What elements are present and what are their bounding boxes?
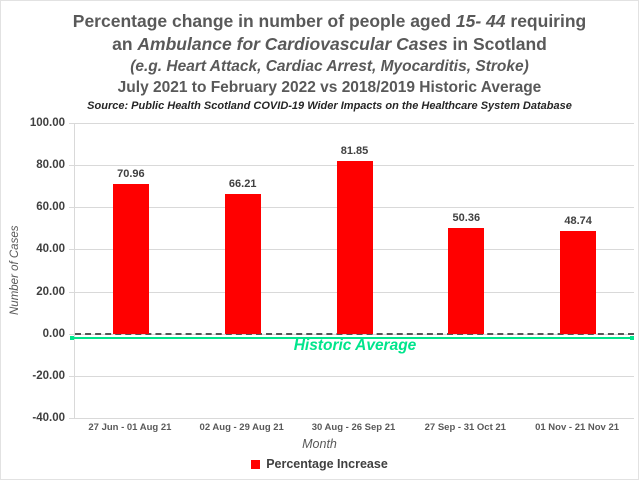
title-line-2-italic: Ambulance for Cardiovascular Cases xyxy=(137,34,448,54)
legend-swatch xyxy=(251,459,261,469)
bar-value-label: 48.74 xyxy=(564,215,592,227)
y-tick-label: 60.00 xyxy=(36,201,65,214)
y-tick-label: 0.00 xyxy=(42,327,65,340)
bar xyxy=(560,231,597,334)
zero-line xyxy=(75,332,634,335)
legend-label: Percentage Increase xyxy=(266,457,388,471)
y-tick-label: 40.00 xyxy=(36,243,65,256)
gridline xyxy=(69,418,634,419)
x-tick-label: 30 Aug - 26 Sep 21 xyxy=(311,422,396,433)
title-line-1-post: requiring xyxy=(505,11,587,31)
bar xyxy=(112,184,149,334)
y-tick-label: -20.00 xyxy=(32,369,65,382)
chart-title-line-2: an Ambulance for Cardiovascular Cases in… xyxy=(25,33,634,56)
title-line-2-pre: an xyxy=(112,34,138,54)
x-tick-label: 02 Aug - 29 Aug 21 xyxy=(199,422,284,433)
y-tick-label: -40.00 xyxy=(32,412,65,424)
plot-area: Historic Average 70.96 66.21 81.85 50.36 48.… xyxy=(69,123,634,419)
y-tick-label: 80.00 xyxy=(36,159,65,172)
bar-value-label: 81.85 xyxy=(340,145,369,158)
bar-value-label: 66.21 xyxy=(228,178,257,191)
x-tick-label: 27 Jun - 01 Aug 21 xyxy=(88,422,172,433)
title-line-2-post: in Scotland xyxy=(447,34,547,54)
title-line-1-pre: Percentage change in number of people ag… xyxy=(72,11,456,31)
historic-average-line xyxy=(70,335,634,340)
x-axis-title: Month xyxy=(302,437,337,451)
chart-title-line-4: July 2021 to February 2022 vs 2018/2019 … xyxy=(117,79,542,96)
x-tick-label: 27 Sep - 31 Oct 21 xyxy=(424,422,506,433)
chart-title-line-3: (e.g. Heart Attack, Cardiac Arrest, Myoc… xyxy=(130,58,529,75)
x-tick-layer: 27 Jun - 01 Aug 21 02 Aug - 29 Aug 21 30 A… xyxy=(74,422,633,435)
chart-title-block: Percentage change in number of people ag… xyxy=(25,10,634,114)
legend: Percentage Increase xyxy=(1,456,638,472)
chart-source: Source: Public Health Scotland COVID-19 … xyxy=(87,100,572,112)
y-tick-label: 100.00 xyxy=(29,117,65,129)
chart-title-line-1: Percentage change in number of people ag… xyxy=(25,10,634,33)
gridline xyxy=(69,375,634,377)
bar xyxy=(448,227,485,334)
x-tick-label: 01 Nov - 21 Nov 21 xyxy=(535,422,620,433)
title-line-1-italic: 15- 44 xyxy=(455,11,506,31)
bar-value-label: 50.36 xyxy=(452,211,481,224)
gridline xyxy=(69,123,634,124)
historic-average-label: Historic Average xyxy=(293,337,417,354)
y-tick-label: 20.00 xyxy=(36,285,65,298)
bar-value-label: 70.96 xyxy=(117,168,145,181)
bar xyxy=(336,161,373,334)
bar xyxy=(224,194,261,334)
